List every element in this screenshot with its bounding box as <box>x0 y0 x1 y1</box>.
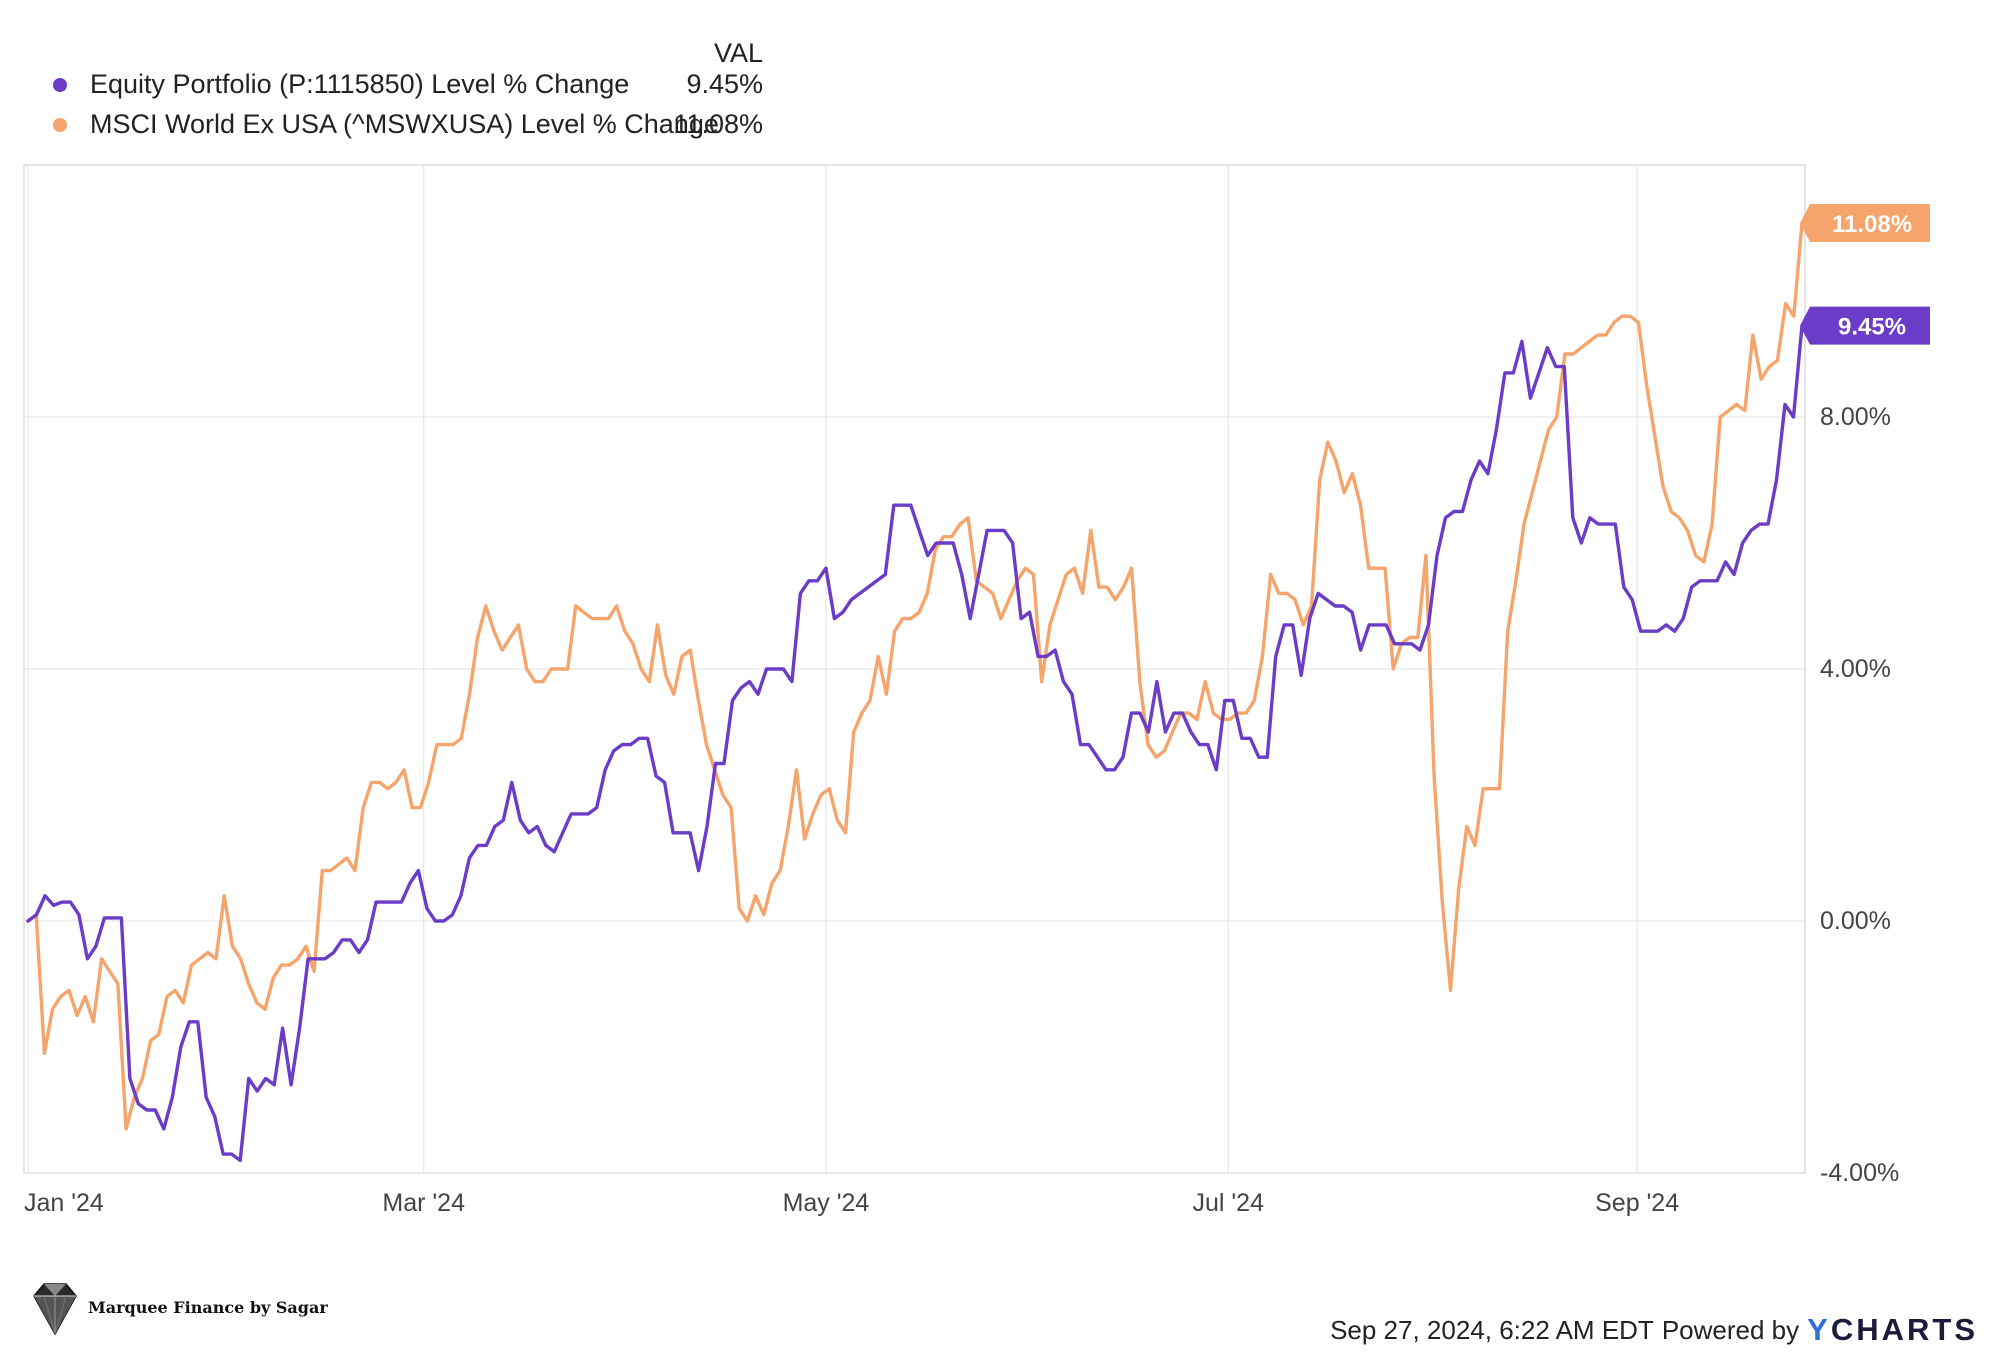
footer: Sep 27, 2024, 6:22 AM EDT Powered by YCH… <box>1330 1312 1978 1348</box>
y-tick-label: 4.00% <box>1820 655 1891 683</box>
ycharts-logo-y: Y <box>1807 1312 1831 1347</box>
ycharts-logo[interactable]: YCHARTS <box>1807 1312 1978 1348</box>
x-tick-label: Jan '24 <box>24 1189 104 1217</box>
legend-series-name[interactable]: MSCI World Ex USA (^MSWXUSA) Level % Cha… <box>90 109 719 139</box>
legend-series-name[interactable]: Equity Portfolio (P:1115850) Level % Cha… <box>90 69 629 99</box>
legend-marker <box>53 118 67 132</box>
legend: VAL Equity Portfolio (P:1115850) Level % … <box>53 38 763 139</box>
series-line-msci-world-ex-usa[interactable] <box>26 221 1804 1131</box>
footer-powered-by: Powered by <box>1661 1314 1800 1345</box>
x-tick-label: Sep '24 <box>1595 1189 1679 1217</box>
watermark-logo: Marquee Finance by Sagar <box>24 1276 328 1338</box>
y-tick-label: 0.00% <box>1820 907 1891 935</box>
grid <box>23 164 1806 1174</box>
end-value-badge <box>1800 203 1930 242</box>
series-layer <box>26 221 1804 1163</box>
axes: 8.00% 4.00% 0.00% -4.00% Jan '24 Mar '24 May '… <box>24 403 1899 1217</box>
legend-series-value: 11.08% <box>673 109 763 139</box>
series-line-equity-portfolio[interactable] <box>26 324 1804 1163</box>
x-tick-label: Jul '24 <box>1193 1189 1265 1217</box>
end-value-badge <box>1800 306 1930 345</box>
x-tick-label: Mar '24 <box>382 1189 465 1217</box>
watermark-text: Marquee Finance by Sagar <box>88 1297 328 1317</box>
x-tick-label: May '24 <box>783 1189 870 1217</box>
legend-series-value: 9.45% <box>686 69 763 99</box>
end-value-badge-label: 9.45% <box>1838 314 1906 341</box>
legend-header: VAL <box>714 38 763 68</box>
end-value-badge-label: 11.08% <box>1832 211 1912 238</box>
y-tick-label: -4.00% <box>1820 1159 1899 1187</box>
y-tick-label: 8.00% <box>1820 403 1891 431</box>
legend-marker <box>53 78 67 92</box>
end-value-badges: 9.45% 11.08% <box>1800 203 1930 345</box>
ycharts-logo-rest: CHARTS <box>1830 1312 1978 1347</box>
diamond-logo-icon <box>33 1283 77 1336</box>
footer-timestamp: Sep 27, 2024, 6:22 AM EDT <box>1330 1314 1654 1345</box>
